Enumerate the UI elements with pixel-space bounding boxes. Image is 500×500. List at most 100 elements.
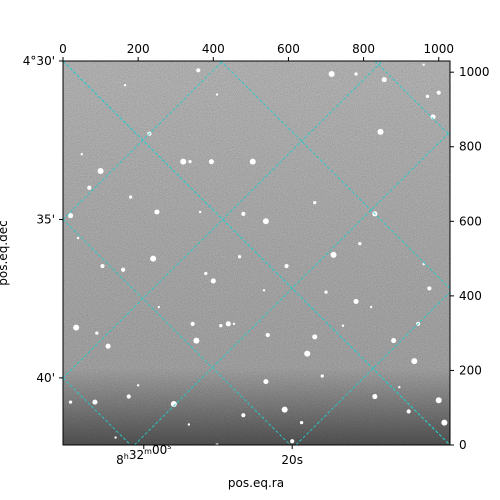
plot-frame	[62, 60, 451, 446]
sources-layer	[67, 63, 448, 445]
source-point	[187, 423, 191, 426]
source-point	[304, 350, 311, 357]
source-point	[170, 400, 177, 407]
source-point	[67, 213, 74, 219]
y-pixel-tick-label: 1000	[459, 65, 490, 79]
grid-line	[63, 61, 450, 445]
source-point	[208, 159, 214, 165]
source-point	[219, 324, 223, 328]
grid-line	[63, 61, 224, 220]
x-pixel-tick-label: 0	[59, 42, 67, 56]
dec-tick-label: 4°30'	[23, 54, 55, 68]
coordinate-grid	[63, 61, 450, 445]
source-point	[215, 93, 219, 96]
y-axis-title: pos.eq.dec	[0, 220, 10, 285]
source-point	[313, 201, 317, 205]
source-point	[154, 209, 160, 215]
source-point	[232, 322, 236, 326]
source-point	[353, 298, 359, 305]
source-point	[123, 84, 127, 87]
source-point	[263, 379, 269, 385]
source-point	[411, 358, 418, 365]
source-point	[237, 255, 242, 259]
ra-tick-label: 8h32m00s	[116, 442, 171, 467]
source-point	[328, 71, 335, 78]
source-point	[76, 236, 80, 240]
source-point	[114, 436, 117, 439]
source-point	[210, 278, 216, 284]
source-point	[441, 419, 448, 426]
source-point	[381, 77, 387, 83]
source-point	[150, 255, 157, 262]
y-pixel-tick-label: 600	[459, 214, 482, 228]
source-point	[290, 439, 295, 444]
source-point	[225, 321, 231, 327]
source-point	[369, 305, 373, 309]
source-point	[391, 338, 397, 344]
source-point	[68, 400, 73, 404]
grid-line	[134, 131, 450, 445]
sky-image	[63, 61, 450, 445]
source-point	[241, 413, 246, 418]
x-pixel-tick-label: 1000	[423, 42, 454, 56]
source-point	[406, 409, 411, 414]
source-point	[354, 72, 358, 76]
source-point	[422, 63, 425, 66]
grid-line	[63, 377, 131, 445]
source-point	[320, 374, 324, 378]
source-point	[196, 68, 201, 73]
source-point	[180, 158, 187, 165]
source-point	[100, 263, 105, 269]
y-pixel-tick-label: 800	[459, 140, 482, 154]
source-point	[262, 289, 266, 292]
dec-tick-label: 35'	[36, 212, 55, 226]
source-point	[425, 94, 430, 99]
source-point	[95, 331, 99, 335]
source-point	[97, 167, 104, 174]
source-point	[299, 420, 304, 425]
source-point	[435, 397, 442, 404]
y-pixel-tick-label: 400	[459, 289, 482, 303]
source-point	[121, 267, 126, 272]
grid-line	[374, 61, 450, 136]
source-point	[427, 286, 432, 291]
source-point	[126, 394, 131, 399]
source-point	[436, 90, 441, 95]
source-point	[281, 406, 288, 413]
world-ticks: 8h32m00s 20s 4°30' 35' 40'	[23, 54, 303, 467]
x-pixel-tick-label: 400	[202, 42, 225, 56]
source-point	[398, 386, 401, 389]
source-point	[188, 160, 192, 164]
source-point	[262, 218, 269, 225]
source-point	[341, 324, 345, 327]
source-point	[193, 337, 200, 344]
source-point	[324, 290, 328, 294]
y-pixel-tick-label: 200	[459, 363, 482, 377]
source-point	[249, 158, 256, 165]
source-point	[198, 210, 202, 214]
grid-line	[63, 219, 291, 445]
y-pixel-tick-label: 0	[459, 438, 467, 452]
source-point	[92, 399, 98, 405]
source-point	[312, 334, 318, 340]
source-point	[241, 211, 246, 216]
source-point	[87, 185, 92, 190]
x-pixel-tick-label: 800	[352, 42, 375, 56]
source-point	[284, 263, 289, 269]
ra-tick-label: 20s	[281, 453, 303, 467]
source-point	[190, 321, 195, 326]
x-pixel-tick-label: 200	[127, 42, 150, 56]
source-point	[377, 128, 384, 135]
source-point	[73, 324, 80, 331]
x-pixel-tick-label: 600	[277, 42, 300, 56]
source-point	[80, 153, 83, 156]
source-point	[128, 195, 133, 199]
x-axis-title: pos.eq.ra	[228, 476, 284, 490]
source-point	[372, 393, 378, 400]
source-point	[330, 251, 337, 258]
source-point	[204, 271, 208, 276]
grid-line	[220, 61, 450, 289]
source-point	[265, 332, 270, 338]
source-point	[157, 305, 161, 309]
